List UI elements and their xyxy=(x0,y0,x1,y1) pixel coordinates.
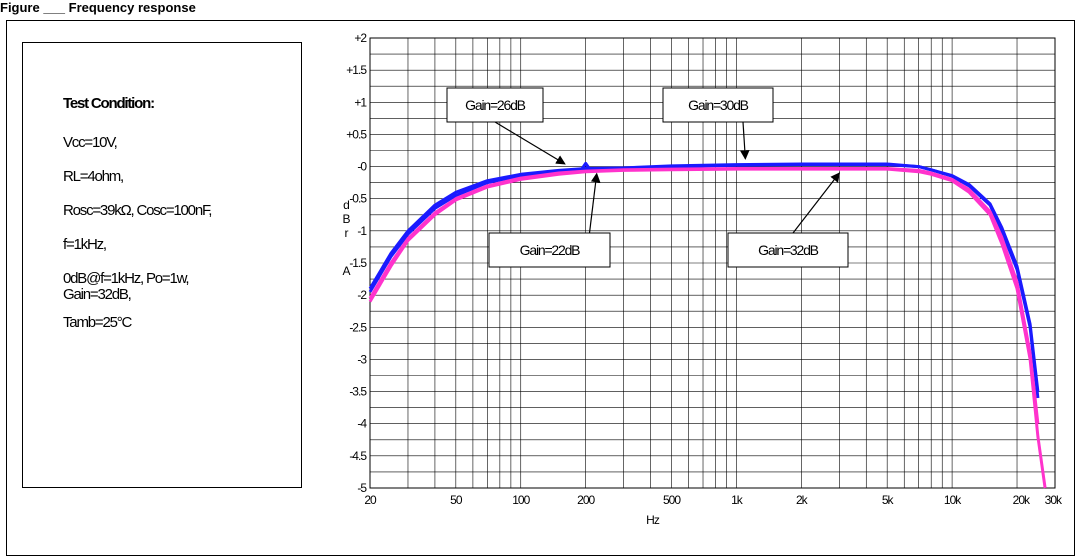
series-line xyxy=(368,167,1047,489)
y-axis-label-char: B xyxy=(342,212,350,226)
series-line xyxy=(368,162,1040,392)
test-condition-title: Test Condition: xyxy=(63,95,155,112)
annotation-box xyxy=(662,87,774,123)
x-tick-label: 500 xyxy=(663,493,681,507)
condition-rl: RL=4ohm, xyxy=(63,168,124,185)
annotation-arrow xyxy=(494,121,566,165)
x-tick-label: 2k xyxy=(796,493,809,507)
annotation-arrow xyxy=(792,172,841,234)
annotation-label: Gain=22dB xyxy=(520,242,581,258)
y-tick-label: +2 xyxy=(354,31,367,45)
y-axis-label-char: r xyxy=(345,226,349,240)
y-tick-label: -2.5 xyxy=(349,320,367,334)
annotation-arrow xyxy=(588,172,601,234)
y-tick-label: -1.5 xyxy=(349,256,367,270)
y-tick-label: +0.5 xyxy=(346,127,367,141)
figure-frame xyxy=(6,20,1075,556)
annotation-box xyxy=(446,87,544,123)
x-tick-label: 10k xyxy=(944,493,962,507)
condition-reference: 0dB@f=1kHz, Po=1w, xyxy=(63,270,190,287)
x-tick-label: 50 xyxy=(450,493,463,507)
y-tick-label: -2 xyxy=(357,288,367,302)
y-tick-label: -3.5 xyxy=(349,385,367,399)
series-line xyxy=(368,167,1040,424)
y-axis-label-char: d xyxy=(343,198,349,212)
y-tick-label: -0 xyxy=(357,160,367,174)
condition-tamb: Tamb=25°C xyxy=(63,314,132,331)
condition-gain: Gain=32dB, xyxy=(63,286,132,303)
x-tick-label: 30k xyxy=(1045,493,1063,507)
figure-caption: Figure ___ Frequency response xyxy=(0,0,196,15)
y-tick-label: +1 xyxy=(354,95,367,109)
y-tick-label: -4.5 xyxy=(349,449,367,463)
y-tick-label: +1.5 xyxy=(346,63,367,77)
annotation-label: Gain=32dB xyxy=(758,242,819,258)
x-tick-label: 100 xyxy=(512,493,530,507)
condition-vcc: Vcc=10V, xyxy=(63,134,118,151)
annotation-box xyxy=(727,232,849,268)
y-tick-label: -0.5 xyxy=(349,192,367,206)
y-tick-label: -3 xyxy=(357,352,367,366)
x-tick-label: 1k xyxy=(731,493,744,507)
condition-rosc-cosc: Rosc=39kΩ, Cosc=100nF, xyxy=(63,202,212,219)
annotation-label: Gain=26dB xyxy=(465,97,526,113)
y-axis-label-char: A xyxy=(342,264,350,278)
x-tick-label: 200 xyxy=(577,493,595,507)
test-condition-box: Test Condition: Vcc=10V, RL=4ohm, Rosc=3… xyxy=(22,42,302,488)
annotation-label: Gain=30dB xyxy=(688,97,749,113)
condition-frequency: f=1kHz, xyxy=(63,236,107,253)
x-axis-label: Hz xyxy=(646,513,660,527)
y-tick-label: -4 xyxy=(357,417,367,431)
x-tick-label: 5k xyxy=(882,493,895,507)
y-tick-label: -5 xyxy=(357,481,367,495)
x-tick-label: 20 xyxy=(364,493,377,507)
y-tick-label: -1 xyxy=(357,224,367,238)
plot-border xyxy=(369,37,1056,489)
x-tick-label: 20k xyxy=(1013,493,1031,507)
annotation-arrow xyxy=(740,121,750,160)
annotation-box xyxy=(488,232,611,268)
